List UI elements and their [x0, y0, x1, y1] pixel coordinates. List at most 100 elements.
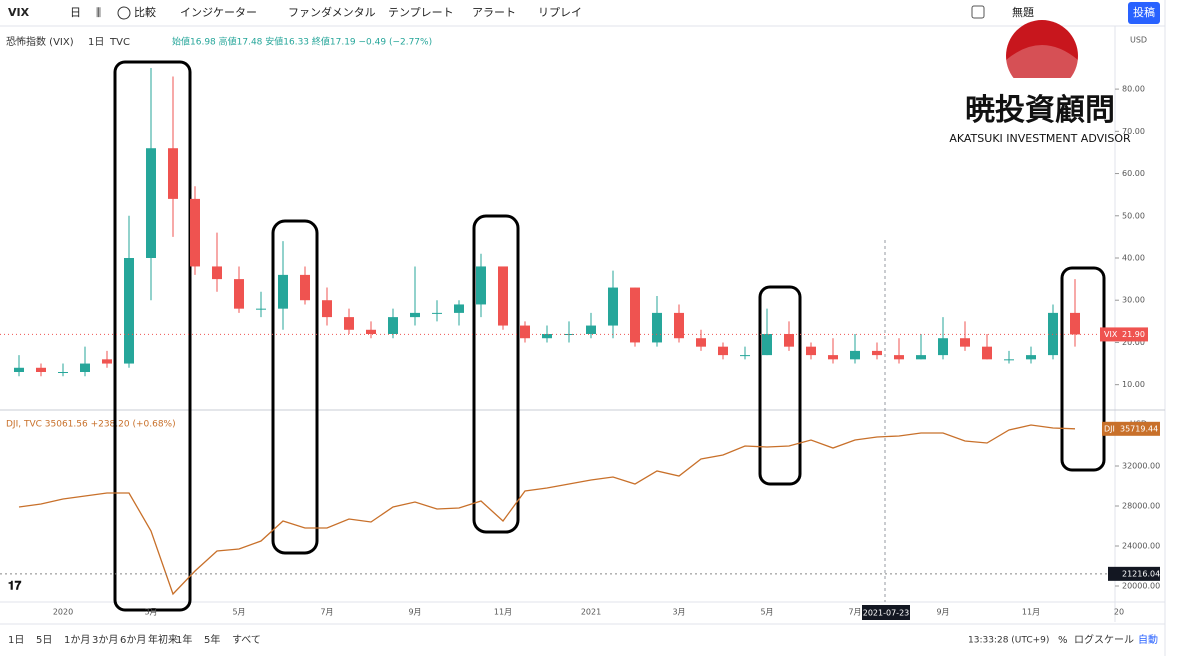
range-button[interactable]: 3か月: [92, 634, 118, 646]
fundamental-button[interactable]: ファンダメンタル: [288, 5, 376, 19]
annotation-box: [1060, 266, 1106, 472]
range-button[interactable]: 5日: [36, 635, 52, 646]
candle-body: [740, 355, 750, 357]
y-tick-label: 60.00: [1122, 169, 1145, 178]
annotation-box: [472, 214, 520, 534]
layout-name[interactable]: 無題: [1012, 5, 1034, 19]
x-tick-label: 5月: [760, 608, 773, 617]
template-button[interactable]: テンプレート: [388, 6, 454, 19]
y-tick-label: 80.00: [1122, 85, 1145, 94]
compare-button[interactable]: 比較: [134, 5, 156, 19]
candle-body: [234, 279, 244, 309]
alert-button[interactable]: アラート: [472, 6, 516, 19]
annotation-box: [271, 219, 319, 555]
x-tick-label: 3月: [672, 608, 685, 617]
candle-body: [388, 317, 398, 334]
range-button[interactable]: 6か月: [120, 634, 146, 646]
auto-toggle[interactable]: 自動: [1138, 633, 1158, 646]
replay-button[interactable]: リプレイ: [538, 6, 582, 19]
candle-body: [938, 338, 948, 356]
x-tick-label: 3月: [144, 608, 157, 617]
candle-body: [894, 355, 904, 360]
candle-body: [498, 266, 508, 326]
candle-body: [36, 367, 46, 372]
price-tag-name: DJI: [1104, 424, 1115, 433]
range-button[interactable]: 1か月: [64, 634, 90, 646]
price-tag-bg: [1100, 327, 1148, 342]
checkbox[interactable]: [971, 5, 985, 19]
publish-button-bg[interactable]: [1128, 2, 1160, 24]
clock: 13:33:28 (UTC+9): [968, 636, 1049, 646]
x-tick-label: 9月: [936, 608, 949, 617]
legend-source: TVC: [109, 37, 130, 48]
candle-body: [784, 334, 794, 347]
interval-button[interactable]: 日: [70, 6, 81, 19]
candle-body: [168, 148, 178, 199]
candle-body: [124, 258, 134, 364]
candle-body: [520, 325, 530, 339]
y-tick-label: 20.00: [1122, 338, 1145, 347]
candle-body: [432, 312, 442, 314]
annotation-box: [113, 60, 192, 612]
candle-body: [674, 312, 684, 339]
percent-toggle[interactable]: %: [1058, 635, 1068, 646]
candle-body: [652, 312, 662, 343]
y-tick-label: 70.00: [1122, 127, 1145, 136]
candle-body: [696, 338, 706, 347]
x-tick-label: 11月: [1022, 608, 1040, 617]
candle-body: [278, 274, 288, 309]
candle-body: [322, 300, 332, 318]
y-tick-label: 40.00: [1122, 254, 1145, 263]
x-tick-label: 7月: [320, 608, 333, 617]
candle-body: [366, 329, 376, 334]
price-tag-name: VIX: [1104, 330, 1118, 339]
candle-body: [80, 363, 90, 372]
candle-body: [58, 372, 68, 373]
log-toggle[interactable]: ログスケール: [1074, 633, 1134, 646]
compare-icon[interactable]: [117, 6, 131, 20]
price-tag-bg: [1102, 421, 1160, 436]
tv-logo: 𝟏𝟕: [8, 579, 22, 593]
candle-body: [718, 346, 728, 356]
marker-tag-bg: [1108, 566, 1160, 581]
bar-style-icon[interactable]: ⫼: [96, 6, 101, 19]
x-tick-label: 9月: [408, 608, 421, 617]
price-tag: 35719.44: [1120, 424, 1158, 433]
range-button[interactable]: 1年: [176, 633, 192, 646]
currency: USD: [1130, 36, 1147, 45]
range-button[interactable]: 年初来: [148, 633, 178, 646]
candle-body: [300, 274, 310, 301]
candle-body: [1070, 312, 1080, 335]
candle-body: [146, 148, 156, 258]
x-tick-label: 7月: [848, 608, 861, 617]
candle-body: [454, 304, 464, 313]
logo-name: AKATSUKI INVESTMENT ADVISOR: [949, 132, 1131, 145]
legend-interval: 1日: [88, 37, 104, 48]
range-button[interactable]: すべて: [232, 634, 261, 646]
candle-body: [542, 334, 552, 339]
legend-ohlc: 始値16.98 高値17.48 安値16.33 終値17.19 −0.49 (−…: [172, 36, 432, 48]
symbol[interactable]: VIX: [8, 6, 30, 19]
candle-body: [630, 287, 640, 343]
indicators-button[interactable]: インジケーター: [180, 6, 257, 19]
candle-body: [762, 334, 772, 356]
y-tick-label: 50.00: [1122, 211, 1145, 220]
candle-body: [982, 346, 992, 360]
dji-line: [18, 424, 1076, 596]
publish-button[interactable]: 投稿: [1133, 5, 1155, 19]
marker-tag: 21216.04: [1122, 569, 1160, 578]
candle-body: [608, 287, 618, 326]
x-tick-label: 2021: [581, 608, 601, 617]
y-tick-label: 20000.00: [1122, 582, 1160, 591]
candle-body: [212, 266, 222, 280]
range-button[interactable]: 1日: [8, 635, 24, 646]
candle-body: [344, 317, 354, 330]
logo-kanji: 暁投資顧問: [965, 93, 1115, 128]
range-button[interactable]: 5年: [204, 633, 220, 646]
crosshair-date: 2021-07-23: [863, 609, 910, 618]
annotation-box: [758, 285, 802, 486]
price-tag: 21.90: [1122, 330, 1145, 339]
candle-body: [916, 355, 926, 360]
